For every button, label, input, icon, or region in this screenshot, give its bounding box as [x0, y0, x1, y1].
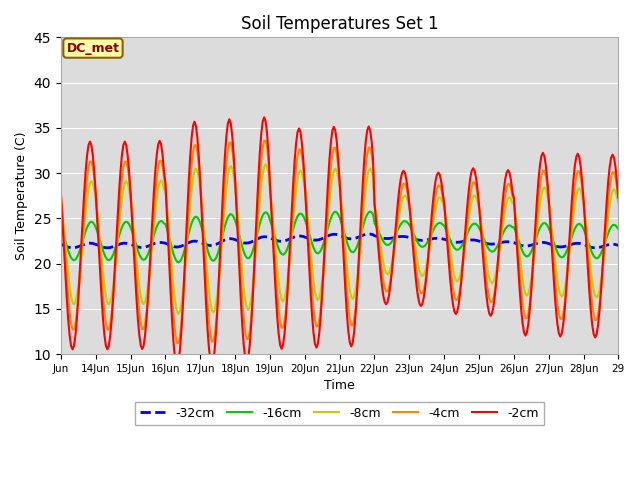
-4cm	[355, 268, 362, 274]
-4cm	[106, 321, 114, 326]
Line: -16cm: -16cm	[61, 212, 618, 263]
-32cm	[429, 236, 436, 241]
-4cm	[173, 340, 181, 346]
-2cm	[260, 114, 268, 120]
-8cm	[175, 311, 182, 317]
-8cm	[106, 300, 114, 305]
-4cm	[289, 202, 297, 207]
Line: -4cm: -4cm	[61, 141, 618, 343]
-32cm	[57, 241, 65, 247]
-2cm	[447, 289, 455, 295]
-8cm	[430, 214, 438, 220]
-2cm	[106, 333, 114, 338]
-32cm	[70, 245, 78, 251]
-32cm	[287, 236, 294, 241]
-8cm	[447, 257, 455, 263]
-8cm	[289, 216, 297, 222]
-16cm	[447, 240, 455, 246]
-32cm	[106, 245, 114, 251]
-16cm	[288, 231, 296, 237]
Y-axis label: Soil Temperature (C): Soil Temperature (C)	[15, 132, 28, 260]
-8cm	[355, 264, 362, 269]
-4cm	[447, 274, 455, 280]
Text: DC_met: DC_met	[67, 42, 120, 55]
-32cm	[352, 235, 360, 241]
-32cm	[365, 231, 372, 237]
-32cm	[446, 238, 454, 244]
-16cm	[430, 226, 438, 232]
-4cm	[57, 191, 65, 197]
-4cm	[614, 195, 622, 201]
-8cm	[70, 301, 78, 307]
-2cm	[430, 189, 438, 195]
-4cm	[430, 204, 438, 209]
-2cm	[355, 262, 362, 268]
-8cm	[614, 200, 622, 205]
-16cm	[353, 243, 361, 249]
-2cm	[289, 180, 297, 186]
-16cm	[614, 226, 622, 232]
-4cm	[262, 138, 269, 144]
Line: -32cm: -32cm	[61, 234, 618, 248]
-8cm	[57, 196, 65, 202]
-16cm	[175, 260, 182, 265]
-16cm	[366, 209, 374, 215]
-16cm	[57, 225, 65, 230]
Line: -8cm: -8cm	[61, 164, 618, 314]
-2cm	[57, 191, 65, 196]
-8cm	[262, 161, 269, 167]
-2cm	[70, 343, 78, 348]
-16cm	[70, 257, 78, 263]
Legend: -32cm, -16cm, -8cm, -4cm, -2cm: -32cm, -16cm, -8cm, -4cm, -2cm	[136, 402, 544, 424]
-4cm	[70, 326, 78, 332]
-2cm	[173, 363, 181, 369]
-16cm	[106, 257, 114, 263]
-32cm	[614, 242, 622, 248]
-2cm	[614, 195, 622, 201]
X-axis label: Time: Time	[324, 379, 355, 392]
Title: Soil Temperatures Set 1: Soil Temperatures Set 1	[241, 15, 438, 33]
-32cm	[591, 245, 599, 251]
Line: -2cm: -2cm	[61, 117, 618, 366]
